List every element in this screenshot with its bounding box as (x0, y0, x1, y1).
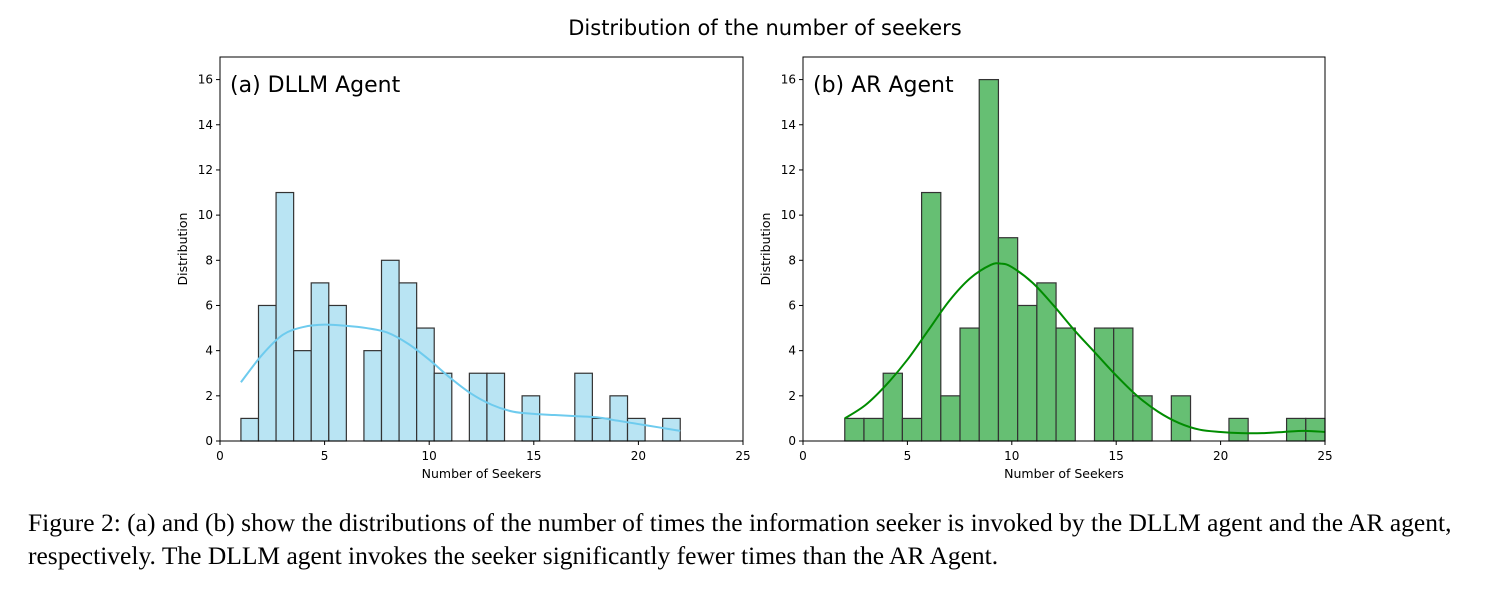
x-tick-label: 10 (422, 449, 437, 463)
y-tick-label: 14 (198, 118, 213, 132)
kde-curve (240, 323, 681, 432)
histogram-bar (293, 350, 312, 442)
histogram-bar (1017, 304, 1038, 442)
panel-label: (b) AR Agent (813, 73, 954, 98)
histogram-bar (1093, 327, 1115, 442)
histogram-bar (521, 395, 541, 442)
figure: Distribution of the number of seekers 0 5… (175, 16, 1333, 481)
histogram-bar (398, 282, 418, 442)
x-tick-label: 25 (1317, 449, 1332, 463)
histogram-bar (940, 395, 961, 442)
histogram-bar (901, 417, 923, 442)
histogram-bar (1285, 417, 1307, 442)
y-tick-label: 0 (788, 434, 796, 448)
x-axis-label: Number of Seekers (1004, 466, 1124, 481)
x-tick-label: 5 (321, 449, 329, 463)
y-tick-label: 10 (781, 208, 796, 222)
histogram-bar (363, 350, 383, 442)
figure-title: Distribution of the number of seekers (568, 16, 961, 40)
x-tick-label: 0 (799, 449, 807, 463)
kde-curve (844, 262, 1326, 435)
histogram-bar (978, 78, 1000, 442)
x-tick-label: 20 (1213, 449, 1228, 463)
y-tick-label: 4 (788, 344, 796, 358)
histogram-bar (468, 372, 488, 442)
histogram-bar (882, 372, 903, 442)
histogram-bar (1170, 395, 1192, 442)
histogram-bar (1228, 417, 1249, 442)
y-tick-label: 2 (205, 389, 213, 403)
histogram-bar (1113, 327, 1134, 442)
histogram-bar (1055, 327, 1076, 442)
histogram-bar (1305, 417, 1326, 442)
axes-frame (802, 56, 1326, 442)
panel-a-dllm-agent: 0 5 10 15 20 25 0 2 4 6 8 10 12 14 16 Number of Seekers… (175, 56, 751, 481)
histogram-bar (574, 372, 593, 442)
x-tick-label: 10 (1004, 449, 1019, 463)
histogram-bar (1132, 395, 1153, 442)
histogram-bar (609, 395, 629, 442)
y-tick-label: 12 (198, 163, 213, 177)
x-axis-label: Number of Seekers (422, 466, 542, 481)
y-tick-label: 12 (781, 163, 796, 177)
y-tick-label: 2 (788, 389, 796, 403)
x-tick-label: 15 (526, 449, 541, 463)
y-tick-label: 14 (781, 118, 796, 132)
histogram-bar (959, 327, 980, 442)
y-tick-label: 10 (198, 208, 213, 222)
y-axis-label: Distribution (175, 213, 190, 286)
panel-label: (a) DLLM Agent (230, 73, 401, 98)
histogram-bar (380, 259, 400, 442)
y-tick-label: 16 (198, 73, 213, 87)
histogram-bar (240, 417, 260, 442)
panel-b-ar-agent: 0 5 10 15 20 25 0 2 4 6 8 10 12 14 16 Number of Seekers… (758, 56, 1333, 481)
histogram-bar (433, 372, 453, 442)
figure-caption: Figure 2: (a) and (b) show the distribut… (28, 508, 1452, 570)
x-tick-label: 25 (735, 449, 750, 463)
histogram-bar (863, 417, 884, 442)
y-tick-label: 16 (781, 73, 796, 87)
y-tick-label: 6 (788, 298, 796, 312)
x-tick-label: 5 (904, 449, 912, 463)
x-tick-label: 0 (216, 449, 224, 463)
x-tick-label: 20 (631, 449, 646, 463)
y-tick-label: 4 (205, 344, 213, 358)
y-tick-label: 8 (788, 253, 796, 267)
y-tick-label: 0 (205, 434, 213, 448)
histogram-bar (844, 417, 865, 442)
histogram-bar (416, 327, 435, 442)
histogram-bar (1036, 282, 1057, 442)
y-axis-label: Distribution (758, 213, 773, 286)
axes-frame (219, 56, 744, 442)
y-tick-label: 6 (205, 298, 213, 312)
histogram-bar (275, 191, 295, 442)
x-tick-label: 15 (1109, 449, 1124, 463)
histogram-bar (310, 282, 330, 442)
histogram-bar (591, 417, 611, 442)
y-tick-label: 8 (205, 253, 213, 267)
histogram-bar (257, 304, 277, 442)
